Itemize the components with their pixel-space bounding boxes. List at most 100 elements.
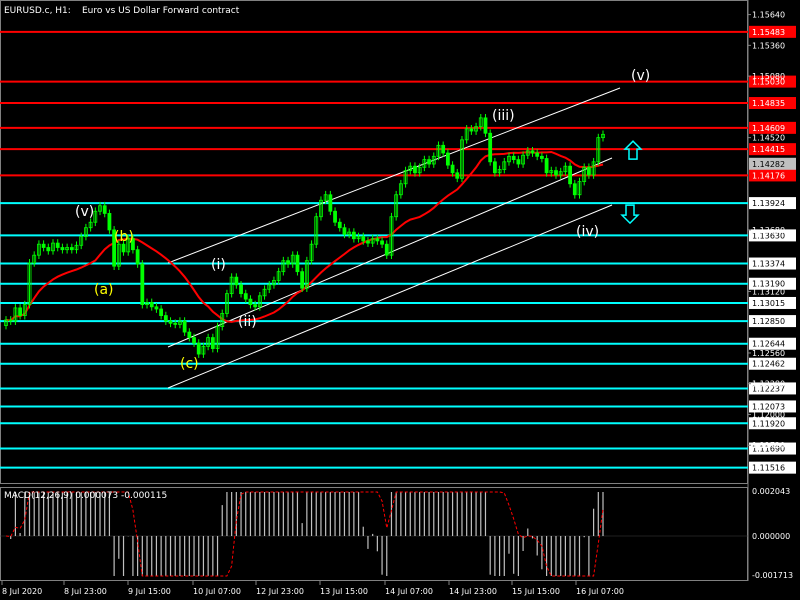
- support-price-label: 1.11516: [752, 464, 785, 473]
- support-price-tag: [749, 417, 796, 430]
- support-price-label: 1.12073: [752, 402, 785, 411]
- candle-body: [511, 155, 516, 161]
- price-axis-labels: 1.15483 1.15030 1.14835 1.14609 1.14415 1.141…: [748, 11, 796, 474]
- support-price-tag: [749, 400, 796, 413]
- candle-body: [398, 183, 403, 196]
- candle-body: [370, 238, 375, 244]
- price-tick-label: 1.13680: [752, 226, 785, 235]
- support-price-label: 1.13630: [752, 231, 785, 240]
- candle-body: [535, 152, 540, 157]
- resistance-price-tag: [749, 121, 796, 134]
- candle-body: [116, 243, 121, 267]
- support-price-label: 1.13924: [752, 199, 785, 208]
- candle-body: [253, 304, 258, 308]
- candle-body: [159, 308, 164, 317]
- candle-body: [530, 150, 535, 154]
- candle-body: [361, 236, 366, 242]
- support-price-tag: [749, 442, 796, 455]
- candle-body: [131, 238, 135, 251]
- candle-body: [380, 240, 384, 245]
- candle-body: [549, 170, 554, 174]
- support-price-label: 1.12237: [752, 384, 785, 393]
- macd-title: MACD(12,26,9) 0.000073 -0.000115: [4, 491, 167, 501]
- wave-label-ii: (ii): [238, 314, 257, 330]
- candle-body: [272, 280, 276, 286]
- candle-body: [239, 284, 243, 295]
- candle-body: [460, 139, 464, 179]
- support-price-label: 1.12850: [752, 317, 785, 326]
- candle-body: [243, 293, 248, 300]
- candle-body: [37, 243, 41, 256]
- candle-body: [201, 345, 206, 355]
- candle-body: [60, 247, 65, 251]
- resistance-price-label: 1.14176: [752, 171, 785, 180]
- candle-body: [135, 249, 140, 265]
- candle-body: [206, 337, 211, 347]
- candle-body: [13, 307, 18, 322]
- candle-body: [431, 155, 436, 165]
- support-price-label: 1.13374: [752, 260, 785, 269]
- chart-description: Euro vs US Dollar Forward contract: [82, 6, 240, 16]
- candle-body: [375, 238, 380, 242]
- candle-body: [248, 298, 253, 306]
- candle-body: [46, 247, 51, 252]
- resistance-price-label: 1.15030: [752, 78, 785, 87]
- candle-body: [154, 306, 159, 310]
- candle-body: [149, 302, 154, 308]
- arrow-up-icon: [623, 140, 643, 160]
- support-price-label: 1.11920: [752, 419, 785, 428]
- candlesticks: [4, 114, 605, 358]
- candle-body: [309, 243, 314, 262]
- candle-body: [464, 128, 469, 141]
- price-tick-label: 1.12560: [752, 349, 785, 358]
- candle-body: [469, 128, 474, 132]
- support-price-label: 1.13015: [752, 299, 785, 308]
- candle-body: [441, 144, 446, 154]
- wave-label-c: (c): [180, 356, 199, 372]
- support-price-tag: [749, 257, 796, 270]
- candle-body: [601, 133, 605, 139]
- candle-body: [182, 320, 187, 333]
- price-tick-label: 1.15360: [752, 41, 785, 50]
- price-tick-label: 1.11720: [752, 441, 785, 450]
- candle-body: [18, 307, 23, 317]
- macd-indicator: [0, 491, 748, 577]
- candle-body: [215, 326, 220, 349]
- candle-body: [356, 236, 361, 240]
- candle-body: [342, 227, 347, 235]
- candle-body: [173, 322, 178, 325]
- candle-body: [225, 293, 229, 314]
- candle-body: [140, 263, 145, 306]
- candle-body: [328, 194, 333, 212]
- candle-body: [88, 221, 93, 229]
- macd-tick-top: 0.002043: [752, 487, 790, 496]
- candle-body: [257, 295, 262, 308]
- candle-body: [281, 260, 286, 273]
- candle-body: [79, 236, 84, 246]
- wave-label-a: (a): [94, 282, 114, 298]
- candle-body: [478, 117, 483, 128]
- candle-body: [112, 229, 117, 267]
- candle-body: [591, 161, 596, 176]
- candle-body: [304, 260, 309, 289]
- candle-body: [319, 199, 323, 218]
- candle-body: [98, 205, 102, 212]
- support-price-tag: [749, 357, 796, 370]
- candle-body: [210, 337, 215, 349]
- candle-body: [422, 159, 427, 168]
- candle-body: [102, 205, 107, 214]
- resistance-price-tag: [749, 97, 796, 110]
- candle-body: [417, 166, 422, 174]
- candle-body: [286, 260, 290, 265]
- support-price-tag: [749, 315, 796, 328]
- candle-body: [577, 181, 582, 196]
- candle-body: [276, 271, 281, 281]
- current-price-tag: [749, 157, 796, 170]
- candle-body: [572, 183, 577, 196]
- support-price-label: 1.12462: [752, 360, 785, 369]
- time-tick-label: 8 Jul 23:00: [64, 587, 107, 596]
- support-price-label: 1.11690: [752, 445, 785, 454]
- time-axis-labels: 8 Jul 2020 8 Jul 23:00 9 Jul 15:00 10 Jul 0…: [1, 581, 624, 596]
- candle-body: [51, 242, 55, 252]
